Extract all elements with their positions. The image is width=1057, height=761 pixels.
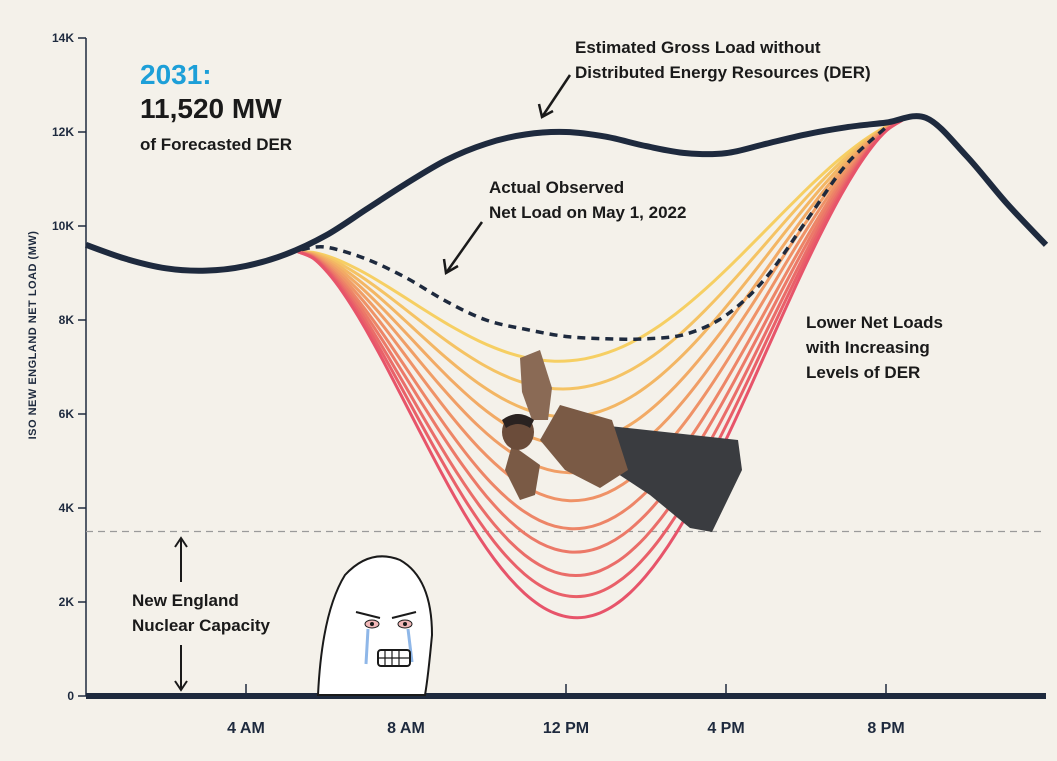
gross-arrow xyxy=(537,74,572,119)
der-curve xyxy=(297,118,903,531)
lower-label-line3: Levels of DER xyxy=(806,363,920,382)
y-tick-label: 2K xyxy=(59,595,75,609)
der-curve xyxy=(297,118,903,447)
y-tick-label: 0 xyxy=(67,689,74,703)
headline-mw: 11,520 MW xyxy=(140,93,282,124)
x-tick-label: 12 PM xyxy=(543,720,589,737)
nuclear-label-line2: Nuclear Capacity xyxy=(132,616,270,635)
crying-face xyxy=(316,555,434,696)
y-tick-label: 10K xyxy=(52,219,74,233)
y-tick-label: 6K xyxy=(59,407,75,421)
nuclear-arrows xyxy=(174,536,188,692)
actual-label-line2: Net Load on May 1, 2022 xyxy=(489,203,686,222)
der-curve xyxy=(297,118,903,554)
y-tick-label: 14K xyxy=(52,31,74,45)
y-tick-label: 12K xyxy=(52,125,74,139)
lower-label-line2: with Increasing xyxy=(805,338,930,357)
der-curve xyxy=(297,119,903,578)
der-curve xyxy=(297,118,903,363)
nuclear-label-line1: New England xyxy=(132,591,239,610)
gross-label-line1: Estimated Gross Load without xyxy=(575,38,821,57)
der-curve xyxy=(297,118,903,391)
actual-net-load-line xyxy=(301,126,888,342)
der-curve xyxy=(297,118,903,419)
der-curve xyxy=(297,119,903,599)
y-tick-label: 4K xyxy=(59,501,75,515)
der-curve xyxy=(297,118,903,503)
axes: 0 2K 4K 6K 8K 10K 12K 14K 4 AM 8 AM 12 PM 4 PM 8 PM xyxy=(52,31,1046,737)
flexing-man-figure xyxy=(502,350,742,532)
actual-arrow xyxy=(442,221,484,276)
x-tick-label: 8 AM xyxy=(387,720,425,737)
gross-load-line xyxy=(84,113,1049,274)
actual-label-line1: Actual Observed xyxy=(489,178,624,197)
lower-label-line1: Lower Net Loads xyxy=(806,313,943,332)
gross-label-line2: Distributed Energy Resources (DER) xyxy=(575,63,871,82)
load-lines xyxy=(84,113,1049,342)
headline-year: 2031: xyxy=(140,59,212,90)
y-tick-label: 8K xyxy=(59,313,75,327)
x-tick-label: 8 PM xyxy=(867,720,904,737)
der-curve xyxy=(297,119,903,620)
y-axis-label: ISO NEW ENGLAND NET LOAD (MW) xyxy=(27,231,39,440)
x-tick-label: 4 PM xyxy=(707,720,744,737)
headline-forecast: of Forecasted DER xyxy=(140,135,292,154)
x-tick-label: 4 AM xyxy=(227,720,265,737)
